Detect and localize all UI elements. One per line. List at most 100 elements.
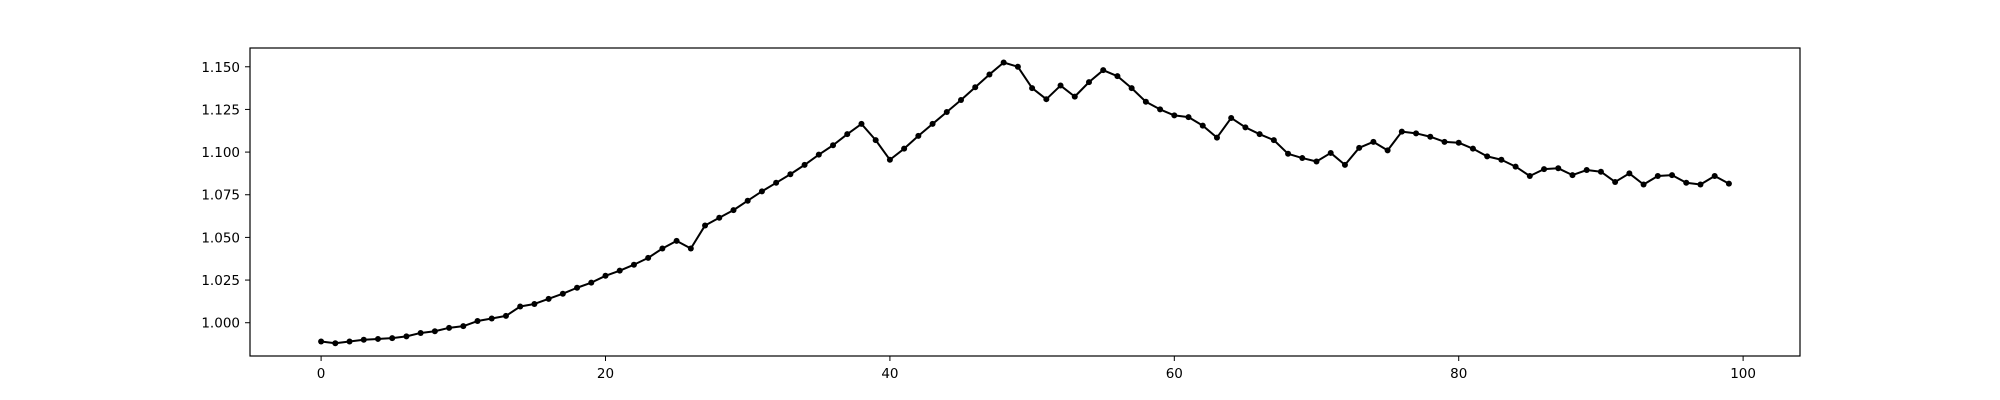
data-point xyxy=(1029,85,1036,92)
data-point xyxy=(1000,59,1007,66)
data-point xyxy=(403,333,410,340)
data-point xyxy=(630,261,637,268)
data-point xyxy=(1640,181,1647,188)
plot-frame xyxy=(249,47,1801,357)
data-point xyxy=(346,338,353,345)
data-point xyxy=(1669,172,1676,179)
data-point xyxy=(1085,79,1092,86)
data-point xyxy=(431,328,438,335)
data-point xyxy=(929,120,936,127)
data-point xyxy=(559,290,566,297)
data-point xyxy=(460,323,467,330)
data-point xyxy=(318,338,325,345)
data-point xyxy=(844,131,851,138)
data-point xyxy=(1341,161,1348,168)
data-point xyxy=(488,315,495,322)
data-point xyxy=(773,179,780,186)
data-point xyxy=(360,336,367,343)
y-tick-label: 1.075 xyxy=(201,188,240,204)
data-point xyxy=(1071,93,1078,100)
x-tick-label: 80 xyxy=(1450,366,1467,382)
data-point xyxy=(1057,82,1064,89)
data-point xyxy=(417,329,424,336)
data-point xyxy=(815,151,822,158)
data-point xyxy=(958,97,965,104)
x-tick-label: 60 xyxy=(1166,366,1183,382)
data-point xyxy=(830,142,837,149)
data-point xyxy=(787,171,794,178)
data-point xyxy=(1043,96,1050,103)
data-point xyxy=(1469,145,1476,152)
data-point xyxy=(1626,170,1633,177)
data-point xyxy=(886,156,893,163)
data-point xyxy=(716,214,723,221)
data-point xyxy=(1697,181,1704,188)
data-point xyxy=(1654,172,1661,179)
data-point xyxy=(1370,138,1377,145)
series-points xyxy=(318,59,1732,347)
data-point xyxy=(702,222,709,229)
data-point xyxy=(1683,179,1690,186)
data-point xyxy=(602,272,609,279)
data-point xyxy=(1612,178,1619,185)
data-point xyxy=(673,237,680,244)
data-point xyxy=(1455,139,1462,146)
data-point xyxy=(531,300,538,307)
data-point xyxy=(1711,172,1718,179)
data-point xyxy=(1157,106,1164,113)
x-tick-label: 0 xyxy=(317,366,326,382)
data-point xyxy=(687,245,694,252)
y-tick-label: 1.000 xyxy=(201,316,240,332)
data-point xyxy=(901,145,908,152)
data-point xyxy=(1299,155,1306,162)
data-point xyxy=(545,295,552,302)
x-tick-label: 20 xyxy=(597,366,614,382)
data-point xyxy=(1725,180,1732,187)
data-point xyxy=(1498,156,1505,163)
data-point xyxy=(801,161,808,168)
data-point xyxy=(1242,124,1249,131)
data-point xyxy=(1512,163,1519,170)
data-point xyxy=(588,279,595,286)
data-point xyxy=(1285,150,1292,157)
data-point xyxy=(858,120,865,127)
series-line xyxy=(320,61,1730,345)
data-point xyxy=(474,318,481,325)
data-point xyxy=(744,197,751,204)
data-point xyxy=(1171,112,1178,119)
data-point xyxy=(1569,172,1576,179)
data-point xyxy=(1356,144,1363,151)
data-point xyxy=(1100,67,1107,74)
x-tick-label: 100 xyxy=(1730,366,1756,382)
data-point xyxy=(1583,167,1590,174)
y-tick-label: 1.025 xyxy=(201,273,240,289)
data-point xyxy=(872,137,879,144)
data-point xyxy=(1114,73,1121,80)
data-point xyxy=(1270,137,1277,144)
y-axis: 1.000 1.025 1.050 1.075 1.100 1.125 1.150 xyxy=(201,60,250,332)
data-point xyxy=(1185,114,1192,121)
data-point xyxy=(1427,133,1434,140)
y-tick-label: 1.150 xyxy=(201,60,240,76)
data-point xyxy=(389,335,396,342)
data-point xyxy=(1199,122,1206,129)
data-point xyxy=(1213,134,1220,141)
data-point xyxy=(915,132,922,139)
data-point xyxy=(1142,98,1149,105)
data-point xyxy=(1228,114,1235,121)
data-point xyxy=(332,340,339,347)
data-point xyxy=(1128,85,1135,92)
data-point xyxy=(986,71,993,78)
data-point xyxy=(502,312,509,319)
y-tick-label: 1.125 xyxy=(201,102,240,118)
data-point xyxy=(659,245,666,252)
data-point xyxy=(645,254,652,261)
data-point xyxy=(616,267,623,274)
data-point xyxy=(1313,158,1320,165)
data-point xyxy=(1484,153,1491,160)
data-point xyxy=(1541,166,1548,173)
data-point xyxy=(1327,149,1334,156)
data-point xyxy=(1014,63,1021,70)
data-point xyxy=(374,335,381,342)
